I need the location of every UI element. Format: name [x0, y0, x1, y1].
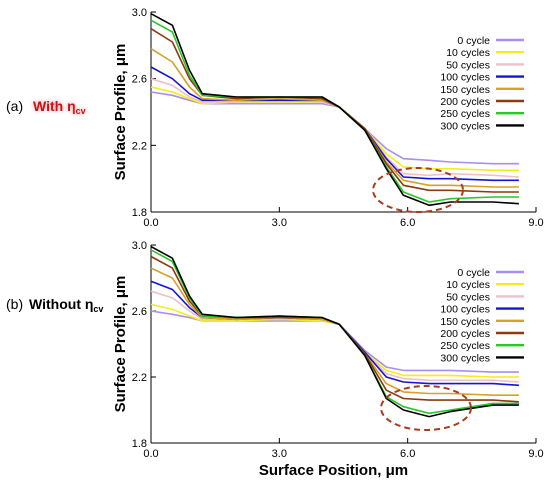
- legend-label: 150 cycles: [440, 316, 490, 328]
- y-tick-label: 2.2: [132, 372, 147, 384]
- panel-title-a-sub: cv: [75, 106, 86, 116]
- legend-label: 150 cycles: [440, 84, 490, 96]
- panel-title-a-text: With η: [33, 98, 76, 114]
- legend-label: 50 cycles: [446, 291, 490, 303]
- annotation-ellipse: [372, 167, 464, 213]
- legend-label: 250 cycles: [440, 340, 490, 352]
- y-tick-label: 3.0: [132, 240, 147, 252]
- panel-title-b-sub: cv: [93, 304, 104, 314]
- x-tick-label: 0.0: [143, 217, 158, 229]
- series-line: [150, 12, 519, 207]
- y-tick-label: 1.8: [132, 438, 147, 450]
- legend-label: 100 cycles: [440, 304, 490, 316]
- legend-label: 0 cycle: [457, 35, 490, 47]
- x-tick-label: 6.0: [400, 217, 415, 229]
- panel-title-b-text: Without η: [29, 296, 94, 312]
- annotation-ellipse: [380, 385, 472, 431]
- y-tick-label: 1.8: [132, 207, 147, 219]
- panel-label-b: (b) Without ηcv: [6, 296, 103, 314]
- x-tick-label: 6.0: [400, 448, 415, 460]
- x-tick-label: 9.0: [528, 217, 543, 229]
- x-tick-label: 3.0: [272, 448, 287, 460]
- series-line: [150, 245, 519, 418]
- legend-label: 200 cycles: [440, 96, 490, 108]
- panel-letter-a: (a): [6, 98, 24, 114]
- x-tick-label: 0.0: [143, 448, 158, 460]
- panel-title-b: Without ηcv: [29, 296, 104, 314]
- legend-label: 250 cycles: [440, 108, 490, 120]
- panel-label-a: (a) With ηcv: [6, 98, 86, 116]
- legend-label: 10 cycles: [446, 279, 490, 291]
- panel-title-a: With ηcv: [33, 98, 86, 116]
- chart-panel-a: 1.8 2.2 2.6 3.0 0.0 3.0 6.0 9.0 Surface Profile,…: [112, 7, 544, 229]
- legend-label: 300 cycles: [440, 352, 490, 364]
- x-tick-label: 3.0: [272, 217, 287, 229]
- legend-label: 300 cycles: [440, 120, 490, 132]
- chart-panel-b: 1.8 2.2 2.6 3.0 0.0 3.0 6.0 9.0 Surface Profile,…: [112, 240, 544, 479]
- x-tick-label: 9.0: [528, 448, 543, 460]
- x-axis-label: Surface Position, μm: [259, 462, 408, 479]
- panel-letter-b: (b): [6, 296, 24, 312]
- legend-label: 100 cycles: [440, 72, 490, 84]
- y-tick-label: 2.6: [132, 74, 147, 86]
- legend-label: 10 cycles: [446, 47, 490, 59]
- y-tick-label: 3.0: [132, 7, 147, 19]
- legend-label: 0 cycle: [457, 267, 490, 279]
- y-axis-label: Surface Profile, μm: [112, 44, 129, 181]
- y-tick-label: 2.2: [132, 140, 147, 152]
- legend-label: 200 cycles: [440, 328, 490, 340]
- y-axis-label: Surface Profile, μm: [112, 276, 129, 413]
- legend-label: 50 cycles: [446, 59, 490, 71]
- y-tick-label: 2.6: [132, 306, 147, 318]
